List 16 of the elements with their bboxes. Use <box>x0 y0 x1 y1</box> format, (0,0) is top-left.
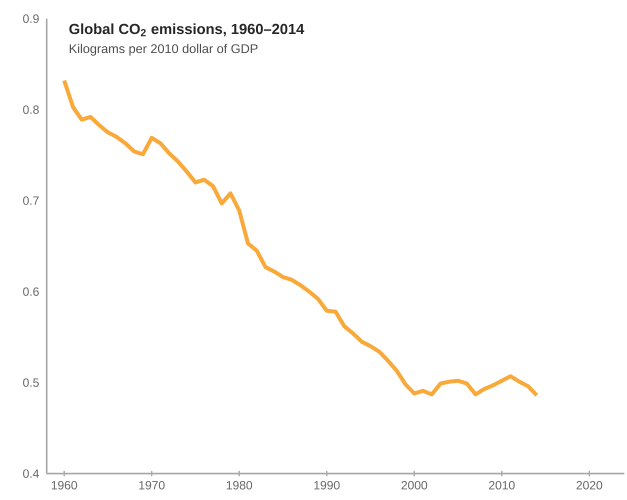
x-tick-label: 1970 <box>139 480 165 490</box>
x-tick-label: 1980 <box>226 480 252 490</box>
x-tick-label: 1960 <box>52 480 78 490</box>
y-tick-label: 0.6 <box>23 287 39 296</box>
y-tick-label: 0.9 <box>23 14 39 23</box>
y-tick-label: 0.5 <box>23 378 39 387</box>
y-tick-label: 0.4 <box>23 469 39 478</box>
x-tick-label: 2000 <box>402 480 428 490</box>
y-tick-label: 0.8 <box>23 105 39 114</box>
x-tick-label: 1990 <box>314 480 340 490</box>
text: Kilograms per 2010 dollar of GDP <box>70 44 258 56</box>
chart-title: Global CO$_{2}$ emissions, 1960–2014 <box>69 23 304 36</box>
x-tick-label: 2010 <box>489 480 515 490</box>
y-tick-label: 0.7 <box>23 196 39 205</box>
x-tick-label: 2020 <box>576 480 602 490</box>
line-series <box>62 78 539 398</box>
